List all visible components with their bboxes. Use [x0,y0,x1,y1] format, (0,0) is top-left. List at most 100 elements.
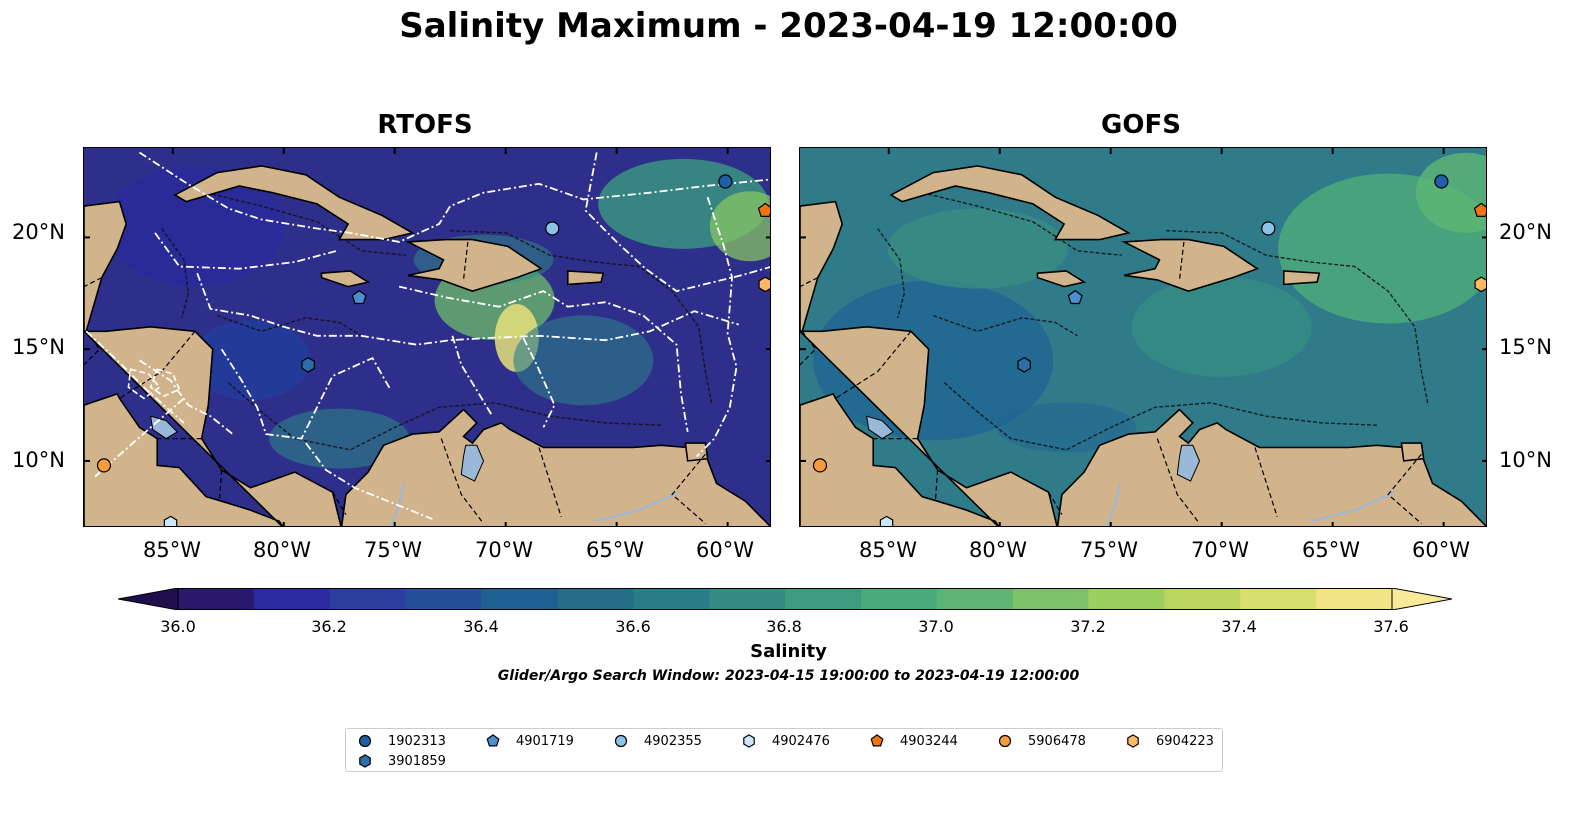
eez-boundary [139,359,234,435]
salinity-field-patch [1415,152,1486,233]
country-border [218,469,223,502]
colorbar-extend-low [117,587,179,611]
colorbar-tick-label: 37.6 [1373,617,1409,636]
float-marker-4902355 [1261,221,1276,236]
salinity-field-patch [513,315,654,406]
country-border [119,330,196,399]
colorbar-bin [633,588,710,610]
country-border [1178,241,1185,280]
float-marker-5906478 [812,458,828,473]
colorbar-tick-label: 36.6 [615,617,651,636]
south-america-land [340,408,770,526]
country-border [800,330,817,366]
lake-nicaragua [865,415,895,440]
south-america-land [1056,408,1486,526]
float-marker-4902476 [879,515,894,526]
eez-boundary [154,232,338,270]
lon-tick-label: 75°W [364,538,422,562]
legend-marker-icon [359,754,371,768]
lat-tick-label: 10°N [1499,448,1552,472]
lon-tick-label: 65°W [1302,538,1360,562]
lon-tick-label: 80°W [253,538,311,562]
legend-marker-icon [1127,734,1139,748]
lon-tick-label: 85°W [143,538,201,562]
eez-boundary [220,348,392,440]
colorbar-bin [1164,588,1241,610]
rtofs-map [83,147,771,527]
jamaica-land [320,270,371,288]
colorbar-outline [177,588,1393,610]
country-border [1156,438,1200,524]
eez-boundary [149,368,181,398]
colorbar-tick-label: 36.2 [311,617,347,636]
lon-tick-label: 75°W [1080,538,1138,562]
trinidad-land [684,442,709,462]
lake-maracaibo [460,444,485,482]
lat-tick-label: 20°N [1499,220,1552,244]
lat-tick-label: 15°N [1499,335,1552,359]
salinity-field-patch [1131,276,1312,377]
float-marker-4901719 [351,289,367,305]
trinidad-land [1400,442,1425,462]
eez-boundary [196,272,739,346]
search-window-note: Glider/Argo Search Window: 2023-04-15 19… [497,668,1080,684]
colorbar-bin [557,588,634,610]
eez-boundary [139,151,770,243]
figure-title: Salinity Maximum - 2023-04-19 12:00:00 [399,6,1178,46]
country-border [332,491,347,515]
lat-tick-label: 15°N [12,335,65,359]
colorbar-bin [785,588,862,610]
eez-boundary [127,368,161,400]
salinity-field-patch [104,166,285,287]
float-marker-4903244 [1473,202,1486,218]
legend-marker-icon [743,734,755,748]
salinity-field-patch [996,402,1137,453]
colorbar-bin [1240,588,1317,610]
colorbar-bin [178,588,255,610]
country-border [1048,491,1063,515]
depth-contour [1166,230,1429,406]
colorbar-bin [860,588,938,610]
float-marker-1902313 [718,174,733,189]
legend-marker-icon [614,734,628,748]
gofs-map [799,147,1487,527]
legend-label: 1902313 [388,733,446,749]
colorbar-extend-high [1391,587,1453,611]
float-marker-3901859 [301,357,315,373]
lon-tick-label: 60°W [1412,538,1470,562]
eez-boundary [305,442,433,520]
float-marker-4902355 [545,221,560,236]
legend-item: 1902313 [358,733,446,749]
colorbar-bin [1316,588,1393,610]
colorbar-bin [936,588,1014,610]
legend-marker-5906478 [998,734,1012,748]
lon-tick-label: 60°W [696,538,754,562]
colorbar-tick-label: 37.4 [1221,617,1257,636]
central-america-land [84,325,342,526]
lon-tick-label: 85°W [859,538,917,562]
legend-label: 4902476 [772,733,830,749]
colorbar-tick-label: 36.4 [463,617,499,636]
colorbar-tick-label: 37.2 [1070,617,1106,636]
legend-item: 4902355 [614,733,702,749]
depth-contour [216,314,362,337]
lat-tick-label: 10°N [12,448,65,472]
legend-marker-icon [358,734,372,748]
panel-title-gofs: GOFS [1101,110,1181,140]
legend-marker-icon [998,734,1012,748]
eez-boundary [522,337,556,428]
colorbar-tick-label: 36.0 [160,617,196,636]
puerto-rico-land [566,270,605,286]
float-marker-5906478 [96,458,112,473]
salinity-field-patch [709,191,770,262]
float-marker-6904223 [758,276,770,293]
depth-contour [450,230,713,406]
colorbar-bin [329,588,407,610]
legend-item: 5906478 [998,733,1086,749]
jamaica-land [1036,270,1087,288]
legend-marker-3901859 [359,754,371,768]
country-border [440,438,484,524]
lat-tick-label: 20°N [12,220,65,244]
float-legend: 1902313 4901719 4902355 4902476 4903244 … [345,728,1223,772]
depth-contour [921,192,1122,256]
